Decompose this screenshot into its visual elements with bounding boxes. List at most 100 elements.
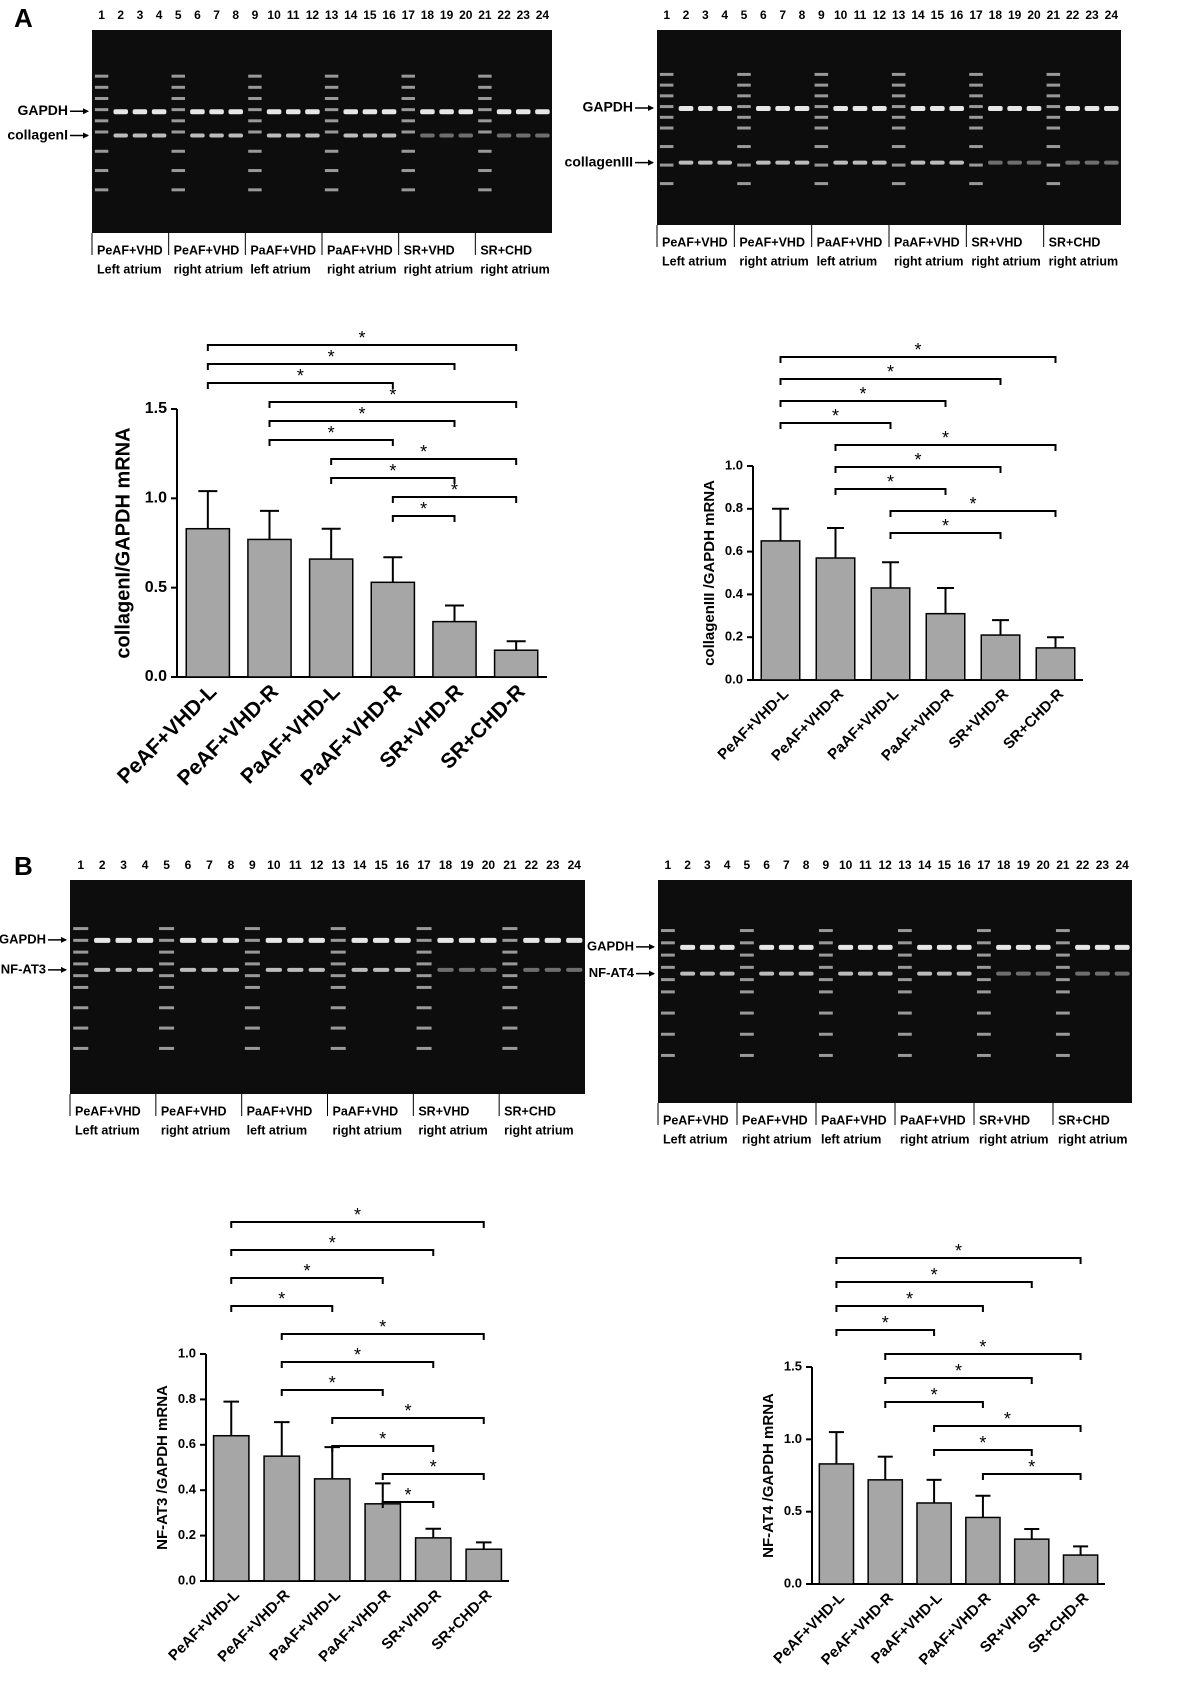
gel-band [917, 971, 933, 976]
ladder-band [891, 115, 906, 119]
group-label: right atrium [418, 1123, 487, 1137]
significance-label: * [914, 340, 921, 360]
lane-number: 18 [421, 8, 435, 22]
significance-label: * [942, 516, 949, 536]
ladder-band [891, 83, 906, 87]
ladder-band [244, 927, 260, 931]
lane-number: 22 [1066, 8, 1080, 22]
ladder-band [659, 72, 674, 76]
significance-label: * [931, 1265, 938, 1285]
gel-band [755, 106, 771, 111]
ladder-band [969, 72, 983, 76]
ladder-band [737, 105, 751, 109]
group-label: right atrium [742, 1132, 811, 1146]
ladder-band [94, 96, 109, 100]
significance-label: * [955, 1241, 962, 1261]
gel-band [496, 109, 512, 115]
gel-band [755, 160, 771, 165]
gel-band [833, 106, 849, 111]
lane-number: 20 [459, 8, 473, 22]
ladder-band [401, 169, 415, 173]
group-label: PeAF+VHD [739, 235, 805, 249]
ladder-band [244, 1006, 260, 1010]
ladder-band [814, 105, 829, 109]
ladder-band [891, 72, 906, 76]
gel-band [535, 133, 550, 138]
gel-band [794, 106, 810, 111]
significance-bracket [391, 515, 456, 522]
gel-band [222, 967, 240, 972]
group-label: SR+CHD [1058, 1113, 1110, 1127]
group-label: SR+VHD [404, 243, 455, 257]
y-axis-label: collagenIII /GAPDH mRNA [701, 480, 718, 666]
gel-band [798, 944, 814, 950]
ladder-band [159, 927, 175, 931]
ladder-band [478, 119, 492, 123]
lane-number: 11 [287, 8, 300, 22]
gel-image [92, 30, 552, 233]
y-tick-label: 0.8 [725, 500, 743, 515]
lane-number: 1 [77, 858, 84, 872]
gel-band [956, 971, 972, 976]
lane-number: 19 [1008, 8, 1022, 22]
ladder-band [324, 169, 339, 173]
group-label: PaAF+VHD [821, 1113, 887, 1127]
gel-band [228, 133, 244, 138]
gel-band [265, 937, 283, 943]
gel-band [1026, 160, 1042, 165]
ladder-band [659, 182, 674, 186]
significance-label: * [979, 1337, 986, 1357]
significance-bracket [933, 1425, 1082, 1432]
ladder-band [1046, 94, 1061, 98]
lane-number: 6 [763, 858, 770, 872]
significance-bracket [330, 477, 456, 484]
gel-band [480, 937, 497, 943]
gel-band [437, 937, 454, 943]
gel-band [115, 937, 132, 943]
ladder-band [659, 83, 674, 87]
group-label: SR+VHD [971, 235, 1022, 249]
significance-label: * [358, 328, 365, 348]
lane-number: 21 [1056, 858, 1070, 872]
group-label: right atrium [480, 262, 549, 276]
ladder-band [73, 974, 89, 978]
ladder-band [324, 119, 339, 123]
gel-band [1094, 971, 1110, 976]
y-tick-label: 0.2 [178, 1527, 196, 1542]
ladder-band [171, 85, 185, 89]
gel-band [719, 971, 735, 976]
significance-label: * [832, 406, 839, 426]
bar [212, 1434, 250, 1582]
significance-label: * [942, 428, 949, 448]
significance-label: * [303, 1261, 310, 1281]
lane-number: 2 [117, 8, 124, 22]
ladder-band [94, 85, 109, 89]
lane-number: 7 [783, 858, 790, 872]
gel-band [775, 106, 791, 111]
gel-band [228, 109, 244, 115]
ladder-band [330, 1006, 346, 1010]
ladder-band [814, 182, 829, 186]
group-label: Left atrium [663, 1132, 728, 1146]
y-tick-label: 1.0 [784, 1431, 802, 1446]
ladder-band [401, 188, 415, 192]
ladder-band [1055, 990, 1070, 994]
ladder-band [814, 83, 829, 87]
ladder-band [244, 962, 260, 966]
gel-band [179, 967, 197, 972]
ladder-band [244, 950, 260, 954]
ladder-band [1055, 978, 1070, 982]
ladder-band [969, 83, 983, 87]
lane-number: 15 [374, 858, 388, 872]
gel-band [94, 967, 111, 972]
lane-number: 2 [683, 8, 690, 22]
ladder-band [976, 1032, 991, 1036]
ladder-band [73, 938, 89, 942]
band-label: NF-AT3 [1, 961, 46, 976]
significance-label: * [420, 442, 427, 462]
gel-band [1075, 971, 1091, 976]
lane-number: 14 [911, 8, 925, 22]
significance-bracket [331, 1445, 435, 1452]
gel-band [535, 109, 550, 115]
